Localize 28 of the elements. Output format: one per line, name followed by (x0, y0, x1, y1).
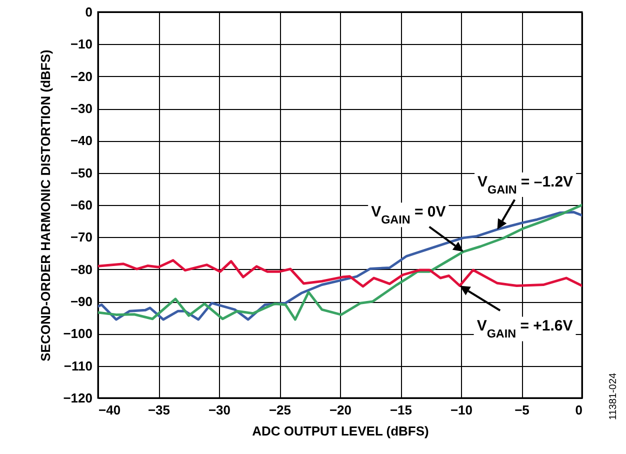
y-tick-label: −40 (70, 133, 92, 148)
x-tick-label: −5 (514, 402, 530, 418)
x-tick-label: −35 (148, 402, 170, 418)
x-tick-label: 0 (575, 402, 582, 418)
y-tick-label: −30 (70, 101, 92, 116)
x-tick-label: −10 (450, 402, 473, 418)
x-tick-label: −30 (208, 402, 231, 418)
annotation: V$_{GAIN}$ = +1.6V (476, 318, 573, 340)
y-tick-label: −70 (70, 230, 92, 245)
y-tick-label: −90 (70, 294, 92, 309)
x-axis-title: ADC OUTPUT LEVEL (dBFS) (252, 424, 429, 438)
text: 11381-024 (608, 372, 619, 420)
y-tick-label: −80 (70, 262, 92, 277)
x-tick-label: −25 (268, 402, 292, 418)
y-tick-label: −120 (63, 390, 92, 406)
y-tick-label: −60 (70, 198, 92, 212)
y-tick-label: 0 (85, 4, 92, 20)
y-tick-label: −10 (70, 36, 92, 52)
annotation: V$_{GAIN}$ = –1.2V (478, 173, 574, 196)
y-tick-label: −100 (63, 326, 92, 342)
x-tick-label: −15 (390, 402, 412, 418)
y-axis-title: SECOND-ORDER HARMONIC DISTORTION (dBFS) (38, 50, 54, 362)
x-tick-label: −40 (98, 402, 121, 418)
y-tick-label: −20 (70, 68, 92, 84)
annotation: V$_{GAIN}$ = 0V (371, 204, 446, 226)
x-tick-label: −20 (329, 402, 352, 418)
y-tick-label: −110 (64, 358, 92, 374)
y-tick-label: −50 (70, 165, 92, 180)
